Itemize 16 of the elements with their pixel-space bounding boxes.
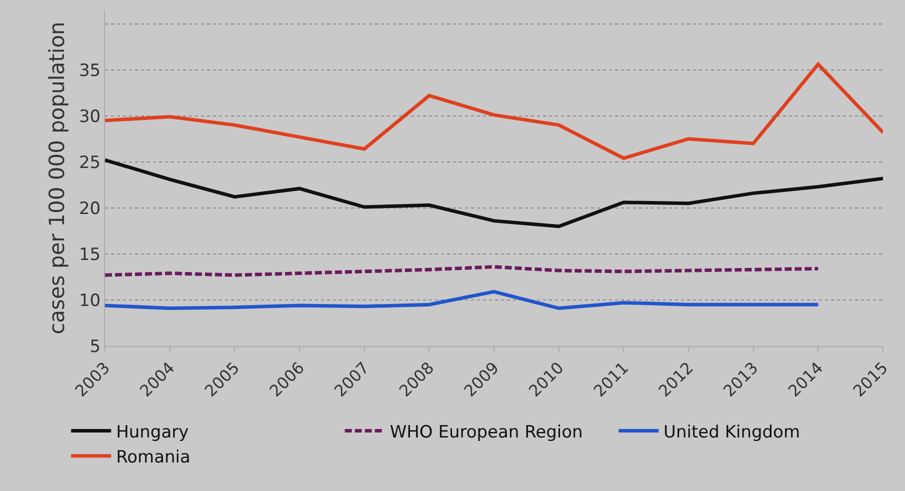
y-axis-title: cases per 100 000 population bbox=[45, 22, 70, 334]
y-tick-label: 15 bbox=[78, 244, 101, 265]
legend-label: Romania bbox=[116, 447, 190, 468]
legend-label: WHO European Region bbox=[390, 422, 583, 442]
legend-label: United Kingdom bbox=[664, 422, 800, 442]
y-tick-label: 5 bbox=[90, 336, 101, 357]
y-tick-label: 10 bbox=[78, 290, 101, 311]
line-series bbox=[105, 158, 883, 228]
y-tick-label: 25 bbox=[78, 152, 101, 173]
line-series bbox=[105, 265, 820, 277]
y-tick-label: 35 bbox=[78, 60, 101, 81]
y-tick-label: 30 bbox=[78, 106, 101, 127]
line-series bbox=[105, 290, 820, 310]
legend-label: Hungary bbox=[116, 422, 189, 442]
y-tick-label: 20 bbox=[78, 198, 101, 219]
line-series bbox=[105, 62, 883, 160]
